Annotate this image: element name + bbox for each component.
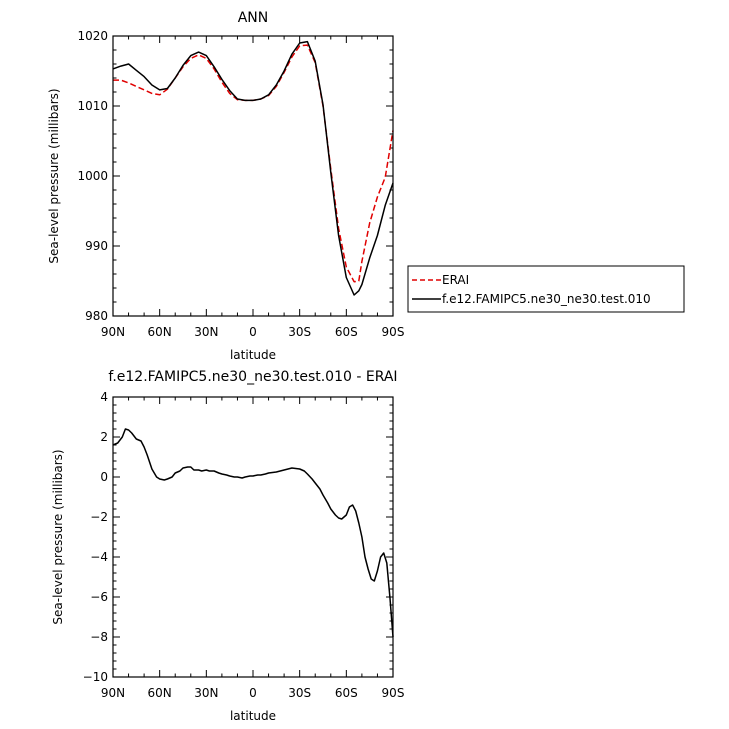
x-tick-label: 30N [194, 325, 218, 339]
x-tick-label: 0 [249, 686, 257, 700]
x-tick-label: 90N [101, 686, 125, 700]
x-tick-label: 60S [335, 686, 358, 700]
x-tick-label: 0 [249, 325, 257, 339]
y-tick-label: 980 [85, 309, 108, 323]
x-tick-label: 60N [148, 325, 172, 339]
top-panel-title: ANN [238, 10, 269, 26]
y-tick-label: 2 [100, 430, 108, 444]
y-tick-label: 4 [100, 390, 108, 404]
top-panel: ANN latitude Sea-level pressure (milliba… [47, 10, 685, 362]
top-panel-frame [112, 35, 394, 317]
top-panel-axes: 90N 60N 30N 0 30S 60S 90S 980 990 1000 1010 1020 [77, 29, 404, 339]
y-tick-label: 1000 [77, 169, 108, 183]
legend-label-erai: ERAI [442, 273, 469, 287]
x-tick-label: 30S [288, 325, 311, 339]
x-tick-label: 60N [148, 686, 172, 700]
top-panel-ylabel: Sea-level pressure (millibars) [47, 88, 61, 263]
bottom-panel: f.e12.FAMIPC5.ne30_ne30.test.010 - ERAI … [51, 369, 404, 723]
series-line-model [112, 40, 394, 296]
x-tick-label: 60S [335, 325, 358, 339]
x-tick-label: 90N [101, 325, 125, 339]
bottom-panel-axes: 90N 60N 30N 0 30S 60S 90S −10 −8 −6 −4 −2 0 2 4 [83, 390, 405, 700]
top-panel-lines [112, 40, 394, 296]
bottom-panel-title: f.e12.FAMIPC5.ne30_ne30.test.010 - ERAI [108, 369, 397, 385]
bottom-panel-lines [112, 428, 394, 638]
x-tick-label: 30N [194, 686, 218, 700]
y-tick-label: −2 [90, 510, 108, 524]
bottom-panel-frame [112, 396, 394, 678]
y-tick-label: −6 [90, 590, 108, 604]
y-tick-label: −8 [90, 630, 108, 644]
y-tick-label: 990 [85, 239, 108, 253]
y-tick-label: 1010 [77, 99, 108, 113]
x-tick-label: 30S [288, 686, 311, 700]
series-line-difference [112, 428, 394, 638]
bottom-panel-ylabel: Sea-level pressure (millibars) [51, 449, 65, 624]
x-tick-label: 90S [382, 325, 405, 339]
y-tick-label: 1020 [77, 29, 108, 43]
y-tick-label: 0 [100, 470, 108, 484]
legend-label-model: f.e12.FAMIPC5.ne30_ne30.test.010 [442, 292, 651, 306]
legend-box [407, 265, 685, 313]
y-tick-label: −4 [90, 550, 108, 564]
top-panel-xlabel: latitude [230, 348, 276, 362]
x-tick-label: 90S [382, 686, 405, 700]
legend: ERAI f.e12.FAMIPC5.ne30_ne30.test.010 [407, 265, 685, 313]
bottom-panel-xlabel: latitude [230, 709, 276, 723]
y-tick-label: −10 [83, 670, 108, 684]
series-line-erai [113, 44, 394, 283]
